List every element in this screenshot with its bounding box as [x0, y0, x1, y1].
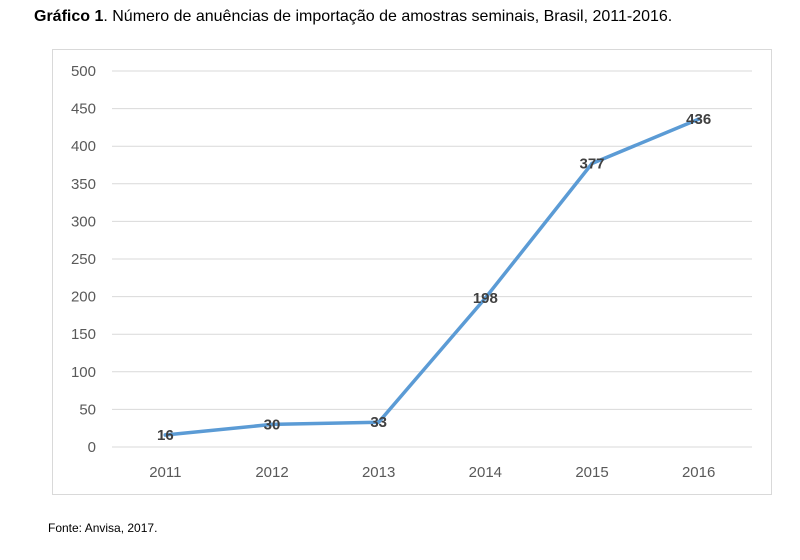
data-labels: 16 30 33 198 377 436	[157, 111, 711, 444]
y-tick-label: 500	[71, 63, 96, 80]
gridlines	[112, 70, 752, 448]
y-tick-label: 0	[88, 439, 96, 456]
data-label: 16	[157, 427, 174, 444]
series-line	[163, 117, 701, 437]
x-tick-label: 2014	[469, 464, 502, 481]
data-label: 436	[686, 111, 711, 128]
y-tick-label: 150	[71, 326, 96, 343]
x-tick-label: 2015	[575, 464, 608, 481]
y-tick-label: 350	[71, 176, 96, 193]
source-note: Fonte: Anvisa, 2017.	[48, 521, 158, 535]
data-point	[590, 161, 594, 166]
x-axis-tick-labels: 2011 2012 2013 2014 2015 2016	[149, 464, 715, 481]
y-tick-label: 100	[71, 364, 96, 381]
chart-caption: Gráfico 1. Número de anuências de import…	[34, 8, 672, 26]
x-tick-label: 2011	[149, 464, 181, 481]
data-point	[376, 420, 381, 424]
chart-frame	[52, 49, 772, 495]
y-tick-label: 50	[79, 401, 96, 418]
y-tick-label: 300	[71, 213, 96, 230]
series-lines	[163, 117, 701, 437]
y-tick-label: 250	[71, 251, 96, 268]
y-tick-label: 400	[71, 138, 96, 155]
data-point	[483, 296, 488, 300]
y-axis-tick-labels: 0 50 100 150 200 250 300 350 400 450 500	[71, 63, 96, 456]
y-tick-label: 450	[71, 101, 96, 118]
data-point	[270, 422, 274, 427]
data-label: 198	[473, 290, 498, 307]
x-tick-label: 2013	[362, 464, 395, 481]
caption-text: . Número de anuências de importação de a…	[103, 8, 673, 25]
data-label: 33	[370, 414, 387, 431]
x-tick-label: 2016	[682, 464, 715, 481]
caption-prefix: Gráfico 1	[34, 8, 104, 25]
data-point	[163, 433, 168, 437]
data-label: 30	[264, 416, 281, 433]
y-tick-label: 200	[71, 289, 96, 306]
data-label: 377	[579, 155, 604, 172]
x-tick-label: 2012	[255, 464, 288, 481]
data-point	[696, 117, 701, 121]
